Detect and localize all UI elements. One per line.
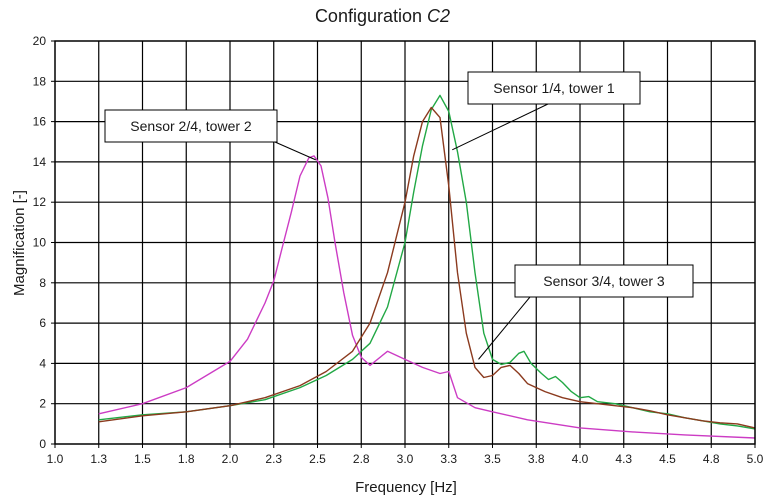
x-tick-label: 3.5 bbox=[484, 452, 501, 466]
y-tick-label: 8 bbox=[39, 276, 46, 290]
x-tick-label: 4.8 bbox=[703, 452, 720, 466]
plot-frame bbox=[54, 40, 756, 445]
y-tick-label: 14 bbox=[33, 155, 47, 169]
y-tick-label: 0 bbox=[39, 437, 46, 451]
series-line-1 bbox=[98, 94, 756, 430]
series-line-3 bbox=[98, 106, 756, 429]
y-tick-label: 18 bbox=[33, 74, 47, 88]
x-axis-label: Frequency [Hz] bbox=[355, 479, 457, 496]
chart-title-text: Configuration bbox=[314, 6, 423, 26]
y-tick-label: 10 bbox=[33, 236, 47, 250]
x-tick-label: 1.0 bbox=[47, 452, 64, 466]
x-tick-label: 3.0 bbox=[397, 452, 414, 466]
annotation-leader-line bbox=[478, 296, 531, 360]
y-tick-label: 2 bbox=[39, 397, 46, 411]
x-tick-label: 2.8 bbox=[353, 452, 370, 466]
series-layer bbox=[98, 94, 756, 439]
x-tick-label: 4.3 bbox=[615, 452, 632, 466]
y-tick-label: 6 bbox=[39, 316, 46, 330]
x-tick-label: 2.5 bbox=[309, 452, 326, 466]
annotation-label: Sensor 3/4, tower 3 bbox=[543, 273, 665, 289]
x-tick-label: 3.8 bbox=[528, 452, 545, 466]
y-axis-label: Magnification [-] bbox=[11, 190, 28, 296]
annotation-label: Sensor 2/4, tower 2 bbox=[130, 118, 252, 134]
annotation-box bbox=[514, 264, 694, 298]
annotation-leader-line bbox=[274, 141, 316, 161]
annotation-leader-line bbox=[452, 103, 549, 151]
x-tick-label: 5.0 bbox=[747, 452, 764, 466]
y-tick-label: 4 bbox=[39, 356, 46, 370]
annotation-box bbox=[467, 71, 641, 105]
series-line-2 bbox=[98, 155, 756, 439]
x-tick-label: 1.3 bbox=[90, 452, 107, 466]
x-tick-label: 4.5 bbox=[659, 452, 676, 466]
x-tick-label: 1.5 bbox=[134, 452, 151, 466]
axis-layer: 1.0 1.3 1.5 1.8 2.0 2.3 2.5 2.8 3.0 3.3 3.5 3.8 4.0 4… bbox=[33, 34, 764, 466]
x-tick-label: 4.0 bbox=[572, 452, 589, 466]
annotation-box bbox=[104, 109, 278, 143]
x-tick-label: 3.3 bbox=[440, 452, 457, 466]
y-tick-label: 20 bbox=[33, 34, 47, 48]
annotation-label: Sensor 1/4, tower 1 bbox=[493, 80, 615, 96]
y-tick-label: 16 bbox=[33, 115, 47, 129]
x-tick-label: 2.0 bbox=[222, 452, 239, 466]
x-tick-label: 2.3 bbox=[265, 452, 282, 466]
annotation-layer: Sensor 1/4, tower 1 Sensor 2/4, tower 2 Se… bbox=[104, 71, 694, 360]
chart-title-suffix: C2 bbox=[427, 6, 451, 26]
chart-title: Configuration C2 bbox=[0, 6, 765, 27]
x-tick-label: 1.8 bbox=[178, 452, 195, 466]
y-tick-label: 12 bbox=[33, 195, 47, 209]
